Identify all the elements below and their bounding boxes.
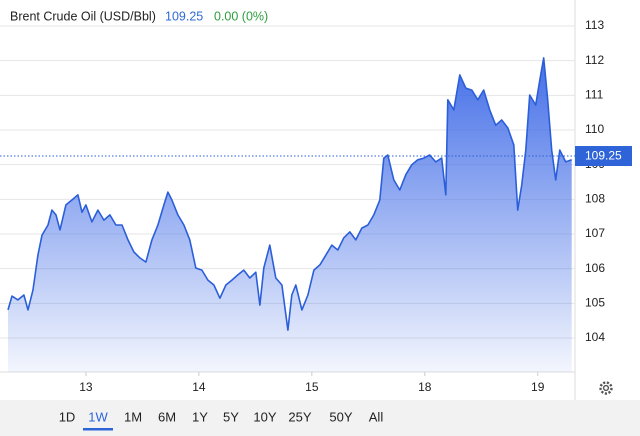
last-price: 109.25 — [165, 9, 203, 23]
range-button[interactable]: 1W — [83, 409, 113, 431]
price-line — [7, 57, 572, 331]
y-tick-label: 111 — [585, 88, 604, 102]
range-label[interactable]: 50Y — [329, 409, 352, 424]
x-tick-label: 18 — [418, 380, 432, 394]
range-button[interactable]: 1Y — [192, 409, 208, 424]
y-tick-label: 110 — [585, 122, 604, 136]
x-tick-label: 15 — [305, 380, 319, 394]
last-price-tag — [575, 146, 632, 167]
range-label[interactable]: All — [369, 409, 384, 424]
range-button[interactable]: 1D — [59, 409, 76, 424]
range-button[interactable]: All — [369, 409, 384, 424]
range-button[interactable]: 6M — [158, 409, 176, 424]
range-label[interactable]: 6M — [158, 409, 176, 424]
range-label[interactable]: 5Y — [223, 409, 239, 424]
range-button[interactable]: 50Y — [329, 409, 352, 424]
x-tick-label: 19 — [531, 380, 545, 394]
y-tick-label: 106 — [585, 261, 605, 275]
y-tick-label: 104 — [585, 330, 605, 344]
selected-underline — [83, 428, 113, 431]
range-button[interactable]: 10Y — [253, 409, 276, 424]
area-fill — [8, 57, 572, 373]
range-button[interactable]: 25Y — [288, 409, 311, 424]
chart-title: Brent Crude Oil (USD/Bbl) — [10, 9, 156, 23]
y-tick-label: 113 — [585, 18, 604, 32]
range-label[interactable]: 1M — [124, 409, 142, 424]
y-tick-label: 105 — [585, 296, 605, 310]
x-tick-label: 14 — [192, 380, 206, 394]
last-price-tag-label: 109.25 — [585, 149, 622, 163]
y-tick-label: 107 — [585, 226, 605, 240]
range-label[interactable]: 1Y — [192, 409, 208, 424]
range-label[interactable]: 25Y — [288, 409, 311, 424]
y-tick-label: 108 — [585, 192, 605, 206]
y-tick-label: 112 — [585, 53, 604, 67]
range-button[interactable]: 1M — [124, 409, 142, 424]
price-change: 0.00 (0%) — [214, 9, 268, 23]
x-tick-label: 13 — [79, 380, 93, 394]
range-label[interactable]: 1D — [59, 409, 76, 424]
range-button[interactable]: 5Y — [223, 409, 239, 424]
range-label[interactable]: 1W — [88, 409, 108, 424]
settings-icon[interactable] — [599, 381, 613, 395]
range-label[interactable]: 10Y — [253, 409, 276, 424]
